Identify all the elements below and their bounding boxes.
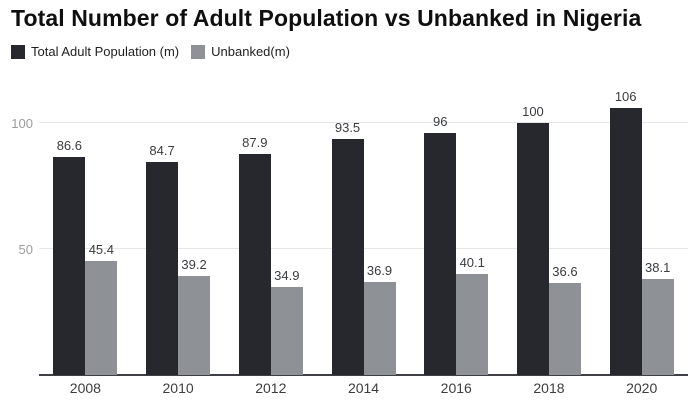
bar-wrap: 45.4: [85, 241, 118, 375]
x-tick-label: 2008: [69, 380, 101, 396]
bar-wrap: 106: [609, 88, 642, 375]
bar-population-2020: [609, 107, 642, 375]
bar-group-2014: 93.5 36.9: [317, 95, 410, 375]
bar-value-label: 45.4: [88, 241, 115, 257]
legend-item: Unbanked(m): [191, 44, 290, 59]
bar-value-label: 36.6: [552, 263, 578, 279]
bar-population-2014: [331, 139, 364, 375]
x-tick-label: 2016: [440, 380, 472, 396]
bar-value-label: 87.9: [242, 134, 268, 150]
legend-swatch: [11, 44, 25, 59]
bar-population-2018: [516, 123, 549, 375]
bar-wrap: 84.7: [146, 142, 179, 375]
bar-wrap: 34.9: [270, 268, 303, 375]
bar-value-label: 93.5: [334, 120, 361, 136]
bar-value-label: 106: [614, 88, 637, 104]
bars-layer: 86.6 45.4 84.7 39.2 87.9 34.9 93.5 36.9 96 40.1 10…: [39, 89, 688, 375]
bar-wrap: 87.9: [238, 134, 271, 375]
bar-value-label: 96: [433, 114, 448, 130]
y-tick-label: 100: [11, 116, 33, 131]
bar-value-label: 34.9: [274, 268, 300, 284]
gridline: [39, 122, 688, 123]
x-tick-label: 2012: [255, 380, 287, 396]
bar-wrap: 100: [516, 104, 549, 375]
bar-wrap: 38.1: [641, 260, 674, 375]
bar-population-2008: [53, 156, 86, 375]
bar-value-label: 38.1: [645, 260, 671, 275]
x-tick-label: 2018: [533, 380, 565, 396]
bar-group-2010: 84.7 39.2: [132, 95, 225, 375]
bar-wrap: 86.6: [53, 137, 86, 375]
y-axis-labels: 50 100: [0, 95, 33, 375]
bar-value-label: 100: [522, 104, 544, 119]
bar-wrap: 36.6: [548, 263, 581, 375]
bar-group-2018: 100 36.6: [503, 95, 596, 375]
plot-area: 86.6 45.4 84.7 39.2 87.9 34.9 93.5 36.9 96 40.1 10…: [39, 89, 688, 375]
legend-item: Total Adult Population (m): [11, 44, 179, 59]
bar-unbanked-2014: [363, 282, 396, 375]
x-axis-labels: 2008 2010 2012 2014 2016 2018 2020: [39, 380, 688, 396]
bar-wrap: 36.9: [363, 263, 396, 375]
legend-swatch: [191, 44, 206, 59]
legend-label: Unbanked(m): [211, 44, 290, 59]
x-tick-label: 2010: [162, 380, 194, 396]
chart-title: Total Number of Adult Population vs Unba…: [11, 5, 642, 31]
y-tick-label: 50: [18, 242, 33, 257]
bar-group-2008: 86.6 45.4: [39, 95, 132, 375]
bar-unbanked-2012: [270, 287, 303, 375]
bar-group-2020: 106 38.1: [595, 89, 688, 375]
bar-group-2012: 87.9 34.9: [224, 95, 317, 375]
bar-unbanked-2008: [85, 260, 118, 375]
bar-group-2016: 96 40.1: [410, 95, 503, 375]
bar-value-label: 84.7: [149, 142, 175, 158]
bar-wrap: 93.5: [331, 120, 364, 375]
bar-unbanked-2018: [548, 282, 581, 375]
bar-population-2010: [146, 161, 179, 375]
legend: Total Adult Population (m) Unbanked(m): [11, 44, 290, 59]
bar-population-2012: [238, 153, 271, 375]
bar-wrap: 39.2: [178, 257, 211, 375]
bar-value-label: 86.6: [56, 137, 83, 153]
bar-wrap: 96: [424, 114, 457, 375]
bar-unbanked-2010: [178, 276, 211, 375]
x-tick-label: 2014: [347, 380, 380, 396]
x-tick-label: 2020: [626, 380, 658, 396]
x-axis-line: [39, 374, 688, 376]
bar-value-label: 39.2: [181, 257, 207, 273]
bar-value-label: 40.1: [459, 254, 485, 270]
legend-label: Total Adult Population (m): [31, 44, 180, 59]
bar-population-2016: [424, 133, 457, 375]
bar-unbanked-2016: [456, 273, 489, 375]
bar-value-label: 36.9: [366, 263, 393, 279]
bar-unbanked-2020: [641, 279, 674, 375]
bar-wrap: 40.1: [456, 254, 489, 375]
